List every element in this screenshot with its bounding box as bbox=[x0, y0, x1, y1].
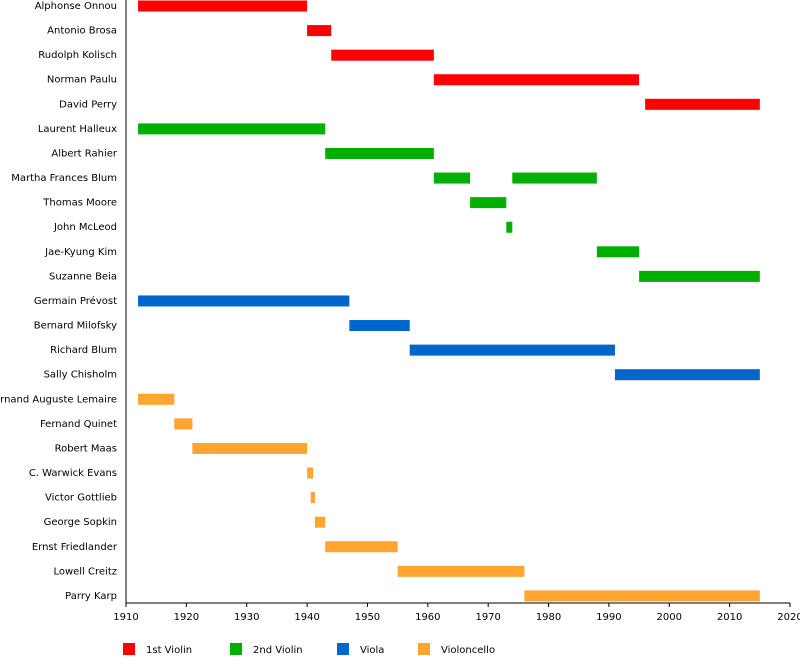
legend-swatch bbox=[418, 643, 430, 655]
tenure-bar bbox=[174, 418, 193, 430]
legend-swatch bbox=[337, 643, 349, 655]
y-tick-label: Fernand Auguste Lemaire bbox=[0, 394, 117, 405]
x-tick-label: 1950 bbox=[355, 612, 380, 623]
tenure-bar bbox=[614, 369, 760, 381]
x-tick-label: 1990 bbox=[596, 612, 621, 623]
x-tick-label: 2020 bbox=[777, 612, 800, 623]
y-tick-label: Martha Frances Blum bbox=[11, 173, 117, 184]
y-tick-label: Richard Blum bbox=[50, 345, 117, 356]
x-tick-label: 2010 bbox=[717, 612, 742, 623]
y-tick-label: Suzanne Beia bbox=[49, 271, 117, 282]
tenure-bar bbox=[138, 295, 350, 307]
y-tick-label: Norman Paulu bbox=[47, 75, 117, 86]
tenure-bar bbox=[138, 393, 175, 405]
y-tick-label: Rudolph Kolisch bbox=[38, 50, 117, 61]
tenure-bar bbox=[331, 49, 434, 61]
y-tick-label: Alphonse Onnou bbox=[35, 1, 117, 12]
tenure-bar bbox=[314, 516, 326, 528]
tenure-bar bbox=[307, 467, 314, 479]
tenure-bar bbox=[397, 565, 525, 577]
x-tick-label: 1940 bbox=[294, 612, 319, 623]
legend-label: Viola bbox=[360, 645, 384, 656]
y-tick-label: Laurent Halleux bbox=[38, 124, 117, 135]
y-tick-label: Jae-Kyung Kim bbox=[44, 247, 117, 258]
tenure-bar bbox=[433, 74, 640, 86]
y-tick-label: David Perry bbox=[59, 99, 117, 110]
legend-label: Violoncello bbox=[441, 645, 495, 656]
tenure-bar bbox=[639, 270, 760, 282]
tenure-bar bbox=[138, 0, 308, 12]
y-tick-label: Albert Rahier bbox=[51, 148, 117, 159]
tenure-bar bbox=[307, 25, 332, 37]
legend-swatch bbox=[230, 643, 242, 655]
tenure-bar bbox=[192, 442, 308, 454]
x-tick-label: 1920 bbox=[174, 612, 199, 623]
y-tick-label: Bernard Milofsky bbox=[34, 321, 117, 332]
y-tick-label: Lowell Creitz bbox=[53, 566, 117, 577]
y-tick-label: John McLeod bbox=[53, 222, 117, 233]
x-tick-label: 1970 bbox=[475, 612, 500, 623]
y-tick-label: Robert Maas bbox=[55, 443, 117, 454]
tenure-bar bbox=[512, 172, 597, 184]
legend-swatch bbox=[123, 643, 135, 655]
tenure-bar bbox=[596, 246, 640, 258]
y-tick-label: C. Warwick Evans bbox=[29, 468, 117, 479]
tenure-bar bbox=[506, 221, 513, 233]
tenure-bar bbox=[310, 492, 315, 504]
tenure-bar bbox=[349, 320, 410, 332]
x-tick-label: 1960 bbox=[415, 612, 440, 623]
tenure-bar bbox=[433, 172, 471, 184]
y-tick-label: Parry Karp bbox=[65, 591, 117, 602]
tenure-bar bbox=[409, 344, 615, 356]
y-tick-label: Germain Prévost bbox=[34, 295, 117, 307]
tenure-bar bbox=[138, 123, 326, 135]
tenure-bar bbox=[645, 98, 760, 110]
y-tick-label: George Sopkin bbox=[44, 517, 117, 528]
y-tick-label: Fernand Quinet bbox=[40, 419, 117, 430]
y-tick-label: Sally Chisholm bbox=[44, 370, 117, 381]
y-tick-label: Ernst Friedlander bbox=[32, 542, 118, 553]
y-tick-label: Antonio Brosa bbox=[47, 26, 117, 37]
legend-label: 2nd Violin bbox=[253, 645, 303, 656]
tenure-bar bbox=[325, 147, 434, 159]
legend-label: 1st Violin bbox=[146, 645, 192, 656]
x-tick-label: 1910 bbox=[113, 612, 138, 623]
tenure-bar bbox=[524, 590, 760, 602]
y-tick-label: Victor Gottlieb bbox=[45, 493, 117, 504]
tenure-bar bbox=[325, 541, 398, 553]
x-tick-label: 1980 bbox=[536, 612, 561, 623]
x-tick-label: 2000 bbox=[657, 612, 682, 623]
tenure-bar bbox=[470, 197, 507, 209]
y-tick-label: Thomas Moore bbox=[42, 198, 117, 209]
x-tick-label: 1930 bbox=[234, 612, 259, 623]
